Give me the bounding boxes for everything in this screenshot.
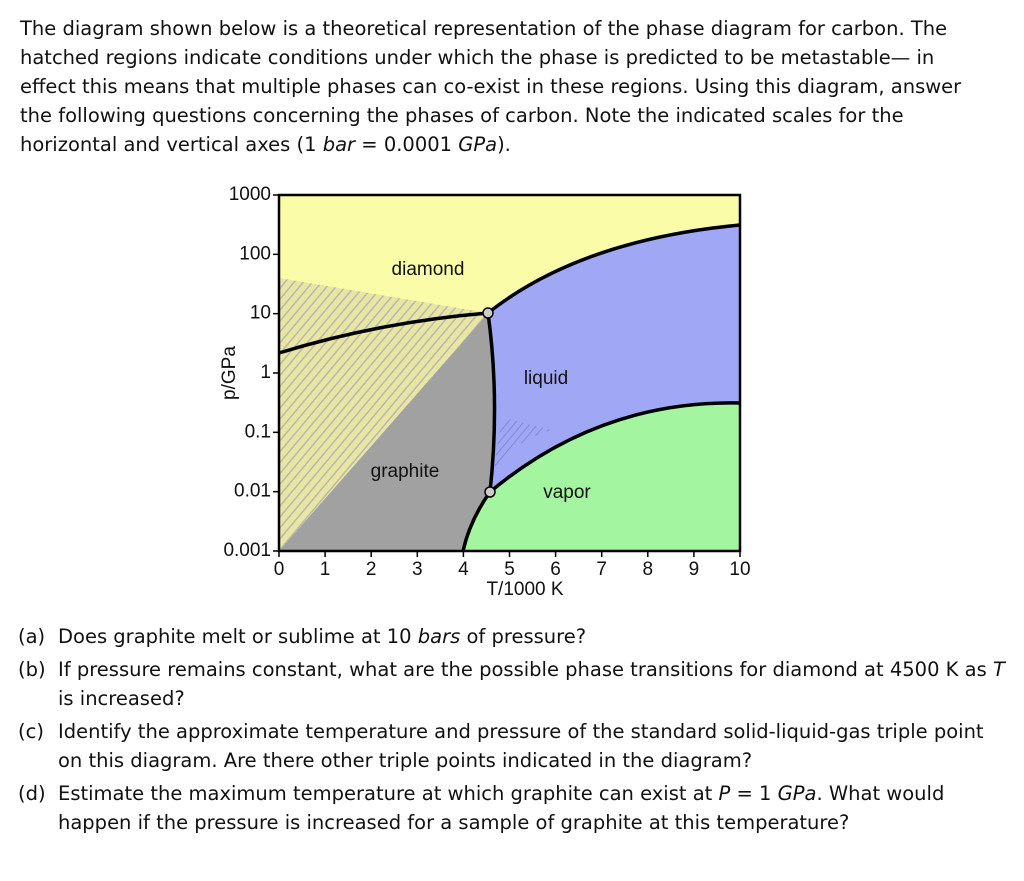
text-segment: ). <box>497 133 511 156</box>
text-segment: Estimate the maximum temperature at whic… <box>58 782 719 805</box>
text-segment: Does graphite melt or sublime at 10 <box>58 625 418 648</box>
text-segment: = 1 <box>730 782 778 805</box>
region-label: diamond <box>392 259 465 280</box>
x-tick-label: 10 <box>729 559 750 580</box>
text-segment: of pressure? <box>460 625 587 648</box>
question: (d) Estimate the maximum temperature at w… <box>18 779 1008 837</box>
phase-diagram: diamond liquid graphite vapor T/1000 K p… <box>219 184 751 600</box>
liquid-region <box>488 225 740 492</box>
question: (b) If pressure remains constant, what ar… <box>18 655 1008 713</box>
question-label: (a) <box>18 625 46 648</box>
x-tick-label: 5 <box>504 559 515 580</box>
x-tick-label: 9 <box>689 559 700 580</box>
x-tick-label: 4 <box>458 559 469 580</box>
x-tick-label: 3 <box>412 559 423 580</box>
y-tick-label: 10 <box>250 303 271 324</box>
y-tick-label: 0.01 <box>234 481 271 502</box>
diamond-graphite-line <box>278 311 489 355</box>
regions <box>279 195 740 551</box>
text-segment: If pressure remains constant, what are t… <box>58 658 993 681</box>
text-segment: is increased? <box>58 687 185 710</box>
italic-text: T <box>992 658 1005 681</box>
text-segment: The diagram shown below is a theoretical… <box>20 17 962 156</box>
x-axis-label: T/1000 K <box>486 579 563 600</box>
region-label: liquid <box>524 368 568 389</box>
x-tick-label: 2 <box>366 559 377 580</box>
y-tick-label: 0.1 <box>245 421 271 442</box>
question-text: Does graphite melt or sublime at 10 bars… <box>58 622 1008 651</box>
italic-text: GPa <box>777 782 817 805</box>
graphite-liquid-line <box>486 312 497 493</box>
text-segment: Identify the approximate temperature and… <box>58 720 984 772</box>
x-tick-label: 7 <box>596 559 607 580</box>
italic-text: GPa <box>458 133 498 156</box>
triple-point <box>484 486 496 498</box>
y-tick-label: 1 <box>260 362 271 383</box>
vapor-region <box>463 402 740 551</box>
text-segment: . What would happen if the pressure is i… <box>58 782 945 834</box>
graphite-vapor-line <box>461 490 492 552</box>
question-text: Identify the approximate temperature and… <box>58 717 1008 775</box>
diamond-liquid-line <box>486 223 741 315</box>
metastable-hatch <box>279 278 488 551</box>
region-label: vapor <box>543 482 591 503</box>
graphite-region <box>279 313 495 551</box>
liquid-vapor-line <box>488 401 741 494</box>
region-label: graphite <box>371 461 440 482</box>
italic-text: bar <box>322 133 356 156</box>
intro: The diagram shown below is a theoretical… <box>20 14 990 159</box>
question: (c) Identify the approximate temperature … <box>18 717 1008 775</box>
x-tick-label: 1 <box>320 559 331 580</box>
italic-text: bars <box>417 625 461 648</box>
y-tick-label: 100 <box>239 243 271 264</box>
liquid-hatch <box>494 418 552 470</box>
question-label: (d) <box>18 782 46 805</box>
triple-point <box>482 307 494 319</box>
x-tick-label: 8 <box>643 559 654 580</box>
text-segment: = 0.0001 <box>355 133 459 156</box>
italic-text: P <box>718 782 731 805</box>
question-text: Estimate the maximum temperature at whic… <box>58 779 1008 837</box>
question-label: (b) <box>18 658 46 681</box>
question-label: (c) <box>18 720 44 743</box>
phase-boundaries <box>278 223 741 552</box>
y-tick-label: 0.001 <box>223 540 271 561</box>
question: (a) Does graphite melt or sublime at 10 b… <box>18 622 1008 651</box>
x-tick-label: 0 <box>274 559 285 580</box>
x-tick-label: 6 <box>550 559 561 580</box>
questions: (a) Does graphite melt or sublime at 10 b… <box>18 622 1008 841</box>
question-text: If pressure remains constant, what are t… <box>58 655 1008 713</box>
y-tick-label: 1000 <box>229 184 271 205</box>
y-axis-label: p/GPa <box>219 346 240 400</box>
